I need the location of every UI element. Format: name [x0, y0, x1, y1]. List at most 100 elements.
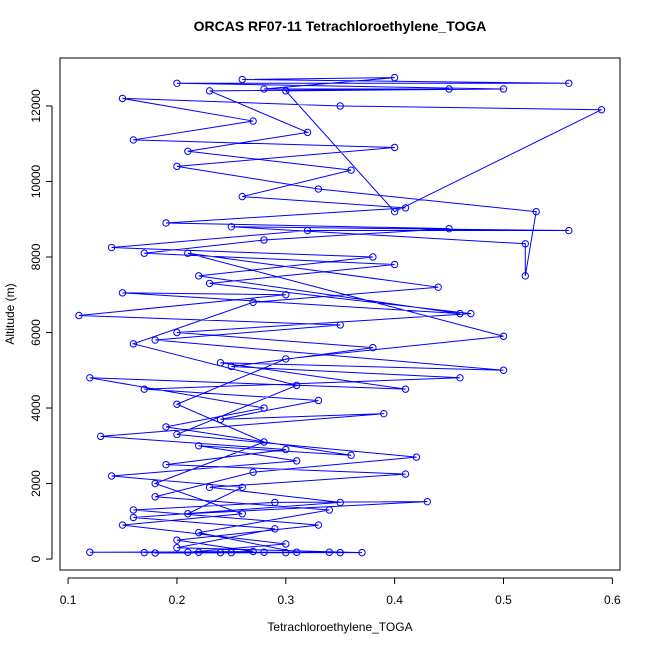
data-point: [227, 223, 236, 231]
data-point: [129, 513, 138, 522]
data-point: [238, 510, 246, 518]
y-tick-label: 2000: [29, 470, 43, 497]
data-point: [162, 460, 170, 469]
data-point: [597, 106, 606, 114]
y-tick-label: 8000: [29, 243, 43, 270]
chart-title: ORCAS RF07-11 Tetrachloroethylene_TOGA: [194, 18, 487, 34]
data-point: [303, 226, 312, 235]
data-point: [227, 548, 236, 557]
data-point: [227, 362, 236, 371]
y-tick-label: 10000: [29, 164, 43, 198]
data-point: [456, 374, 464, 382]
data-point: [173, 79, 181, 87]
data-point: [390, 207, 399, 216]
data-point: [205, 483, 214, 492]
data-point: [151, 479, 159, 488]
y-tick-label: 4000: [29, 394, 43, 421]
data-point: [151, 336, 159, 344]
data-point: [401, 470, 410, 478]
data-point: [282, 87, 290, 95]
data-point: [292, 381, 301, 390]
data-point: [282, 548, 290, 557]
data-line: [78, 77, 602, 554]
data-point: [260, 404, 268, 412]
data-point: [216, 548, 225, 557]
data-point: [412, 453, 421, 461]
data-point: [238, 192, 246, 201]
x-tick-label: 0.4: [386, 593, 403, 607]
data-point: [347, 166, 355, 174]
data-point: [260, 438, 268, 446]
data-point: [162, 219, 170, 227]
x-tick-label: 0.3: [277, 593, 294, 607]
data-point: [216, 415, 225, 424]
data-point: [347, 451, 355, 459]
data-point: [194, 442, 203, 450]
data-point: [151, 549, 159, 557]
data-point: [86, 548, 94, 556]
data-point: [140, 548, 148, 557]
data-point: [173, 328, 181, 337]
data-point: [162, 423, 170, 431]
data-point: [325, 506, 334, 514]
data-point: [282, 445, 290, 454]
data-point: [390, 260, 399, 269]
data-point: [260, 548, 268, 556]
data-point: [184, 510, 192, 518]
data-point: [336, 498, 344, 507]
data-point: [129, 136, 138, 144]
data-point: [282, 540, 290, 548]
data-point: [314, 185, 323, 193]
data-point: [282, 291, 290, 299]
data-point: [205, 87, 214, 95]
data-point: [173, 400, 181, 408]
data-point: [271, 525, 279, 533]
data-point: [445, 85, 453, 93]
data-point: [499, 85, 508, 93]
data-point: [151, 493, 159, 501]
data-point: [140, 249, 148, 257]
x-tick-label: 0.6: [604, 593, 621, 607]
data-point: [260, 236, 268, 244]
data-point: [271, 498, 279, 507]
data-point: [173, 544, 181, 552]
data-point: [129, 340, 138, 348]
data-point: [314, 396, 323, 405]
data-point: [401, 385, 410, 393]
data-point: [173, 162, 181, 171]
x-tick-label: 0.5: [495, 593, 512, 607]
data-point: [75, 311, 83, 320]
data-point: [194, 528, 203, 537]
data-point: [292, 548, 301, 556]
x-tick-label: 0.2: [169, 593, 186, 607]
x-axis-label: Tetrachloroethylene_TOGA: [267, 620, 412, 634]
data-point: [184, 548, 192, 556]
data-point: [282, 355, 290, 363]
data-point: [107, 472, 116, 480]
data-point: [467, 309, 475, 318]
data-point: [140, 385, 148, 393]
data-point: [194, 272, 203, 280]
data-point: [129, 506, 138, 514]
data-point: [292, 457, 301, 465]
data-point: [303, 128, 312, 137]
data-point: [445, 224, 453, 233]
data-point: [194, 548, 203, 556]
y-tick-label: 6000: [29, 319, 43, 346]
data-point: [390, 73, 399, 82]
data-point: [173, 536, 181, 544]
data-point: [118, 289, 127, 297]
data-point: [532, 207, 540, 216]
data-point: [336, 548, 344, 557]
data-point: [216, 359, 225, 367]
data-point: [565, 79, 573, 87]
data-point: [521, 240, 529, 248]
data-point: [358, 548, 366, 557]
data-point: [369, 343, 377, 352]
data-point: [390, 143, 399, 152]
data-point: [423, 497, 432, 506]
data-point: [336, 321, 344, 329]
data-point: [369, 253, 377, 261]
data-point: [249, 298, 257, 306]
